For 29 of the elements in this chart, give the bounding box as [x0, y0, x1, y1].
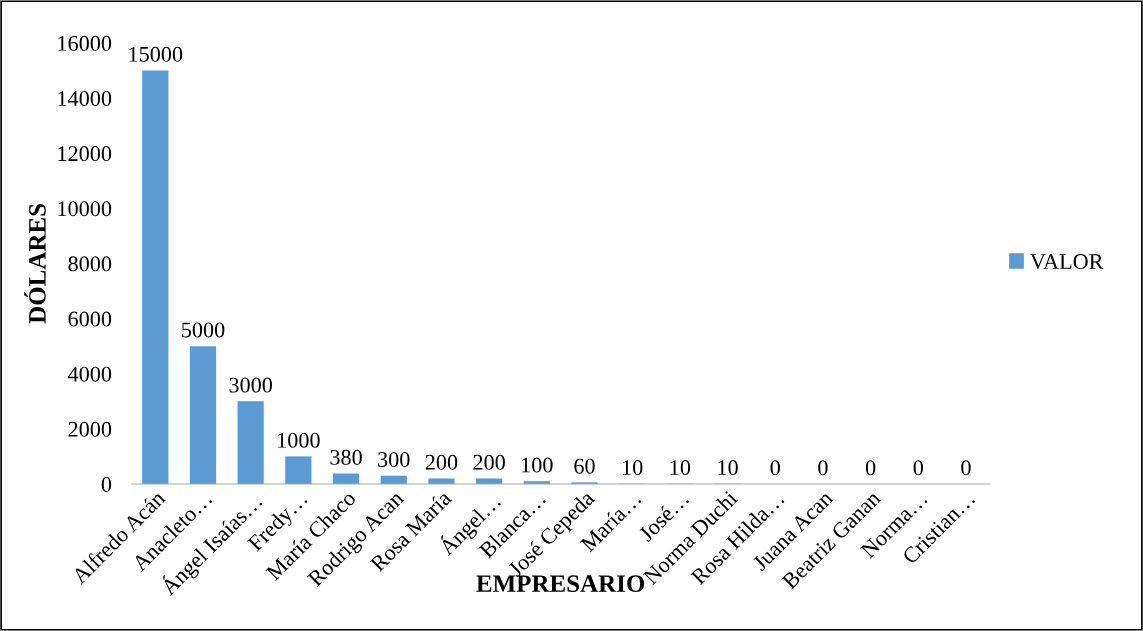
y-tick-label: 16000	[58, 35, 112, 51]
data-label: 0	[865, 460, 876, 476]
y-tick-label: 0	[101, 476, 112, 492]
data-label: 10	[670, 460, 691, 476]
data-label: 15000	[129, 46, 183, 62]
data-label: 60	[574, 458, 595, 474]
y-tick-label: 6000	[68, 311, 112, 327]
data-label: 10	[718, 460, 738, 476]
data-label: 200	[473, 454, 505, 470]
data-label: 1000	[278, 432, 320, 448]
data-label: 0	[770, 460, 780, 476]
y-tick-label: 8000	[68, 256, 112, 272]
y-tick-label: 10000	[58, 201, 112, 217]
data-label: 200	[425, 454, 458, 470]
data-label: 3000	[229, 377, 273, 393]
y-axis-title: DÓLARES	[24, 204, 46, 324]
y-tick-label: 2000	[68, 421, 112, 437]
data-label: 300	[378, 452, 410, 468]
data-label: 0	[818, 460, 828, 476]
legend-label: VALOR	[1030, 254, 1104, 270]
data-label: 5000	[182, 322, 225, 338]
y-tick-label: 14000	[58, 90, 112, 106]
data-label: 100	[522, 457, 553, 473]
y-tick-label: 12000	[58, 146, 112, 162]
data-label: 380	[330, 449, 362, 465]
data-label: 0	[961, 460, 971, 476]
data-label: 10	[623, 460, 643, 476]
data-label: 0	[913, 460, 924, 476]
y-tick-label: 4000	[67, 366, 112, 382]
